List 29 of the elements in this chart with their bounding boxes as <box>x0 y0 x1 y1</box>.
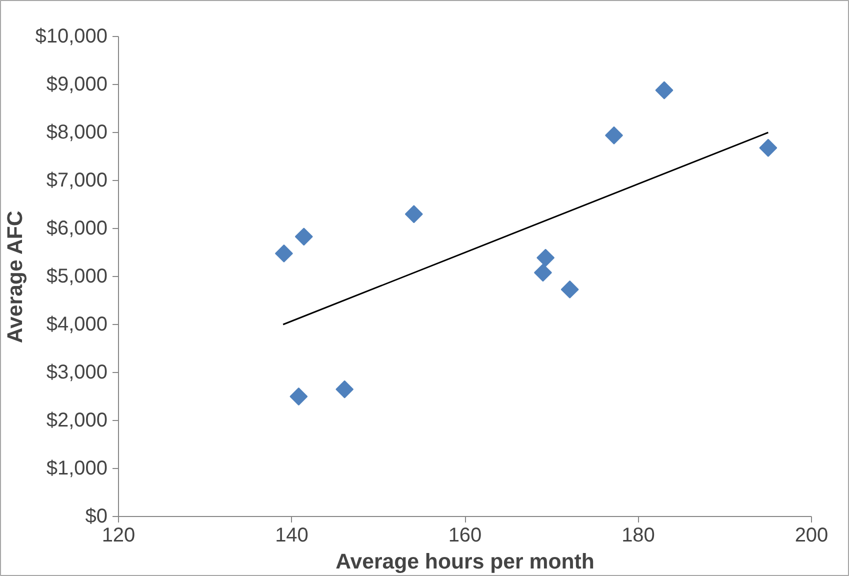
point <box>759 138 778 157</box>
y-tick-label: $0 <box>85 506 108 528</box>
point <box>560 280 579 298</box>
x-tick-label: 140 <box>275 524 308 546</box>
point <box>534 264 552 282</box>
point <box>536 248 555 267</box>
y-tick-label: $5,000 <box>46 266 108 288</box>
y-tick-label: $7,000 <box>46 170 108 192</box>
point <box>404 205 423 224</box>
x-tick-label: 120 <box>102 524 136 546</box>
y-axis-title: Average AFC <box>3 210 28 344</box>
y-tick-label: $2,000 <box>46 410 108 432</box>
point <box>336 380 354 398</box>
x-axis-title: Average hours per month <box>336 550 594 574</box>
y-tick-label: $10,000 <box>35 26 108 48</box>
x-tick-label: 180 <box>622 524 655 546</box>
point <box>294 228 313 246</box>
point <box>655 81 674 100</box>
y-tick-label: $6,000 <box>46 218 108 240</box>
y-tick-label: $9,000 <box>46 74 108 96</box>
y-tick-label: $1,000 <box>46 458 108 480</box>
y-tick-label: $3,000 <box>46 362 108 384</box>
y-tick-label: $4,000 <box>46 314 108 336</box>
point <box>605 126 623 144</box>
y-tick-label: $8,000 <box>46 122 108 144</box>
x-tick-label: 160 <box>448 524 482 546</box>
x-tick-label: 200 <box>794 524 828 546</box>
point <box>274 244 293 262</box>
point <box>290 388 308 406</box>
